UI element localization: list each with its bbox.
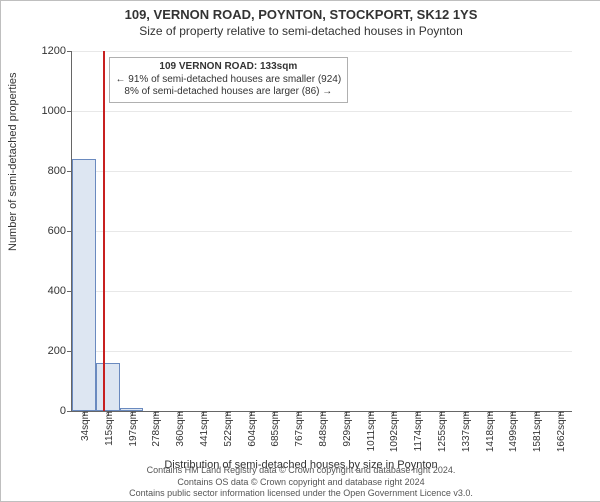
footer-line: Contains OS data © Crown copyright and d… [1, 477, 600, 488]
xtick-label: 197sqm [128, 411, 139, 447]
chart-container: 109, VERNON ROAD, POYNTON, STOCKPORT, SK… [0, 0, 600, 502]
ytick-label: 200 [26, 345, 66, 357]
bar [120, 408, 144, 411]
gridline [72, 351, 572, 352]
property-marker-line [103, 51, 105, 411]
xtick-label: 1337sqm [461, 411, 472, 452]
ytick-label: 1000 [26, 105, 66, 117]
xtick-label: 685sqm [270, 411, 281, 447]
footer-line: Contains public sector information licen… [1, 488, 600, 499]
xtick-label: 1174sqm [413, 411, 424, 451]
ytick-label: 1200 [26, 45, 66, 57]
xtick-label: 1255sqm [437, 411, 448, 452]
xtick-label: 1581sqm [532, 411, 543, 452]
xtick-label: 522sqm [223, 411, 234, 447]
xtick-label: 604sqm [247, 411, 258, 447]
bar [96, 363, 120, 411]
property-callout: 109 VERNON ROAD: 133sqm← 91% of semi-det… [109, 57, 349, 103]
ytick-mark [67, 411, 72, 412]
ytick-mark [67, 111, 72, 112]
chart-title: 109, VERNON ROAD, POYNTON, STOCKPORT, SK… [1, 1, 600, 22]
xtick-label: 115sqm [104, 411, 115, 446]
xtick-label: 278sqm [151, 411, 162, 447]
xtick-label: 1662sqm [556, 411, 567, 452]
xtick-label: 441sqm [199, 411, 210, 447]
callout-line: ← 91% of semi-detached houses are smalle… [116, 74, 342, 87]
ytick-mark [67, 51, 72, 52]
xtick-label: 1418sqm [485, 411, 496, 452]
xtick-label: 929sqm [342, 411, 353, 447]
xtick-label: 767sqm [294, 411, 305, 447]
chart-subtitle: Size of property relative to semi-detach… [1, 22, 600, 38]
gridline [72, 171, 572, 172]
ytick-label: 0 [26, 405, 66, 417]
plot-background: 02004006008001000120034sqm115sqm197sqm27… [72, 51, 572, 411]
gridline [72, 51, 572, 52]
ytick-label: 600 [26, 225, 66, 237]
xtick-label: 34sqm [80, 411, 91, 441]
footer-line: Contains HM Land Registry data © Crown c… [1, 465, 600, 476]
gridline [72, 231, 572, 232]
xtick-label: 1092sqm [389, 411, 400, 452]
gridline [72, 111, 572, 112]
xtick-label: 360sqm [175, 411, 186, 447]
gridline [72, 291, 572, 292]
plot-area: 02004006008001000120034sqm115sqm197sqm27… [71, 51, 572, 412]
bar [72, 159, 96, 411]
callout-line: 8% of semi-detached houses are larger (8… [116, 86, 342, 99]
footer-attribution: Contains HM Land Registry data © Crown c… [1, 465, 600, 499]
callout-line: 109 VERNON ROAD: 133sqm [116, 61, 342, 74]
ytick-label: 800 [26, 165, 66, 177]
ytick-label: 400 [26, 285, 66, 297]
xtick-label: 1011sqm [366, 411, 377, 451]
y-axis-label: Number of semi-detached properties [7, 72, 19, 251]
xtick-label: 848sqm [318, 411, 329, 447]
xtick-label: 1499sqm [508, 411, 519, 452]
